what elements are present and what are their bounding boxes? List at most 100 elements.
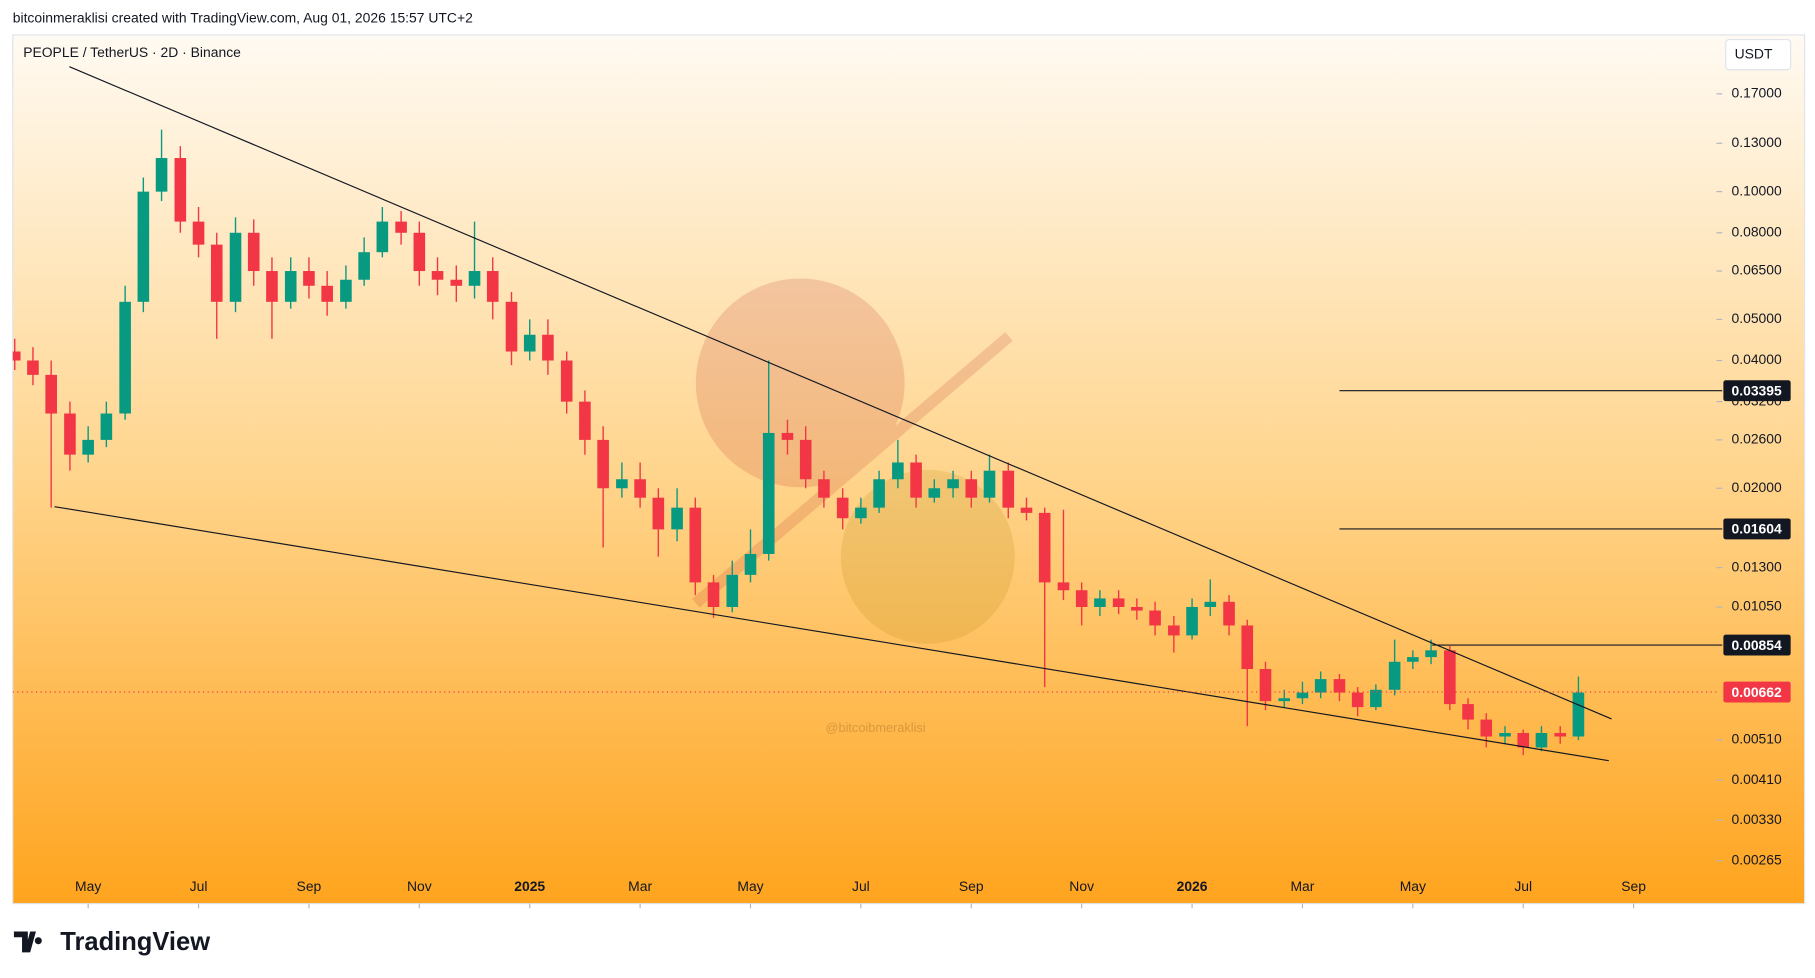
y-tick-label: 0.17000 [1731, 85, 1782, 101]
candle-body [1499, 732, 1511, 737]
candle-body [1572, 692, 1585, 737]
candle-body [247, 232, 260, 272]
plot [12, 66, 1717, 762]
y-tick-label: 0.01300 [1731, 558, 1782, 574]
candle-body [1075, 590, 1088, 607]
candle-body [486, 271, 499, 302]
last-price-box [1723, 681, 1791, 703]
candle-body [358, 252, 370, 280]
x-tick-label: Sep [1621, 878, 1646, 894]
level-label: 0.00854 [1731, 637, 1782, 653]
chart-title: PEOPLE / TetherUS · 2D · Binance [23, 44, 241, 60]
x-tick-label: May [1400, 878, 1426, 894]
candle-body [855, 507, 867, 519]
candle-body [1020, 507, 1033, 513]
candle-body [1094, 598, 1106, 607]
candle-body [947, 479, 959, 489]
candle-body [64, 413, 76, 455]
candle-body [1517, 732, 1530, 748]
candle-body [12, 351, 21, 361]
candle-body [1186, 606, 1198, 636]
candle-body [1038, 512, 1051, 583]
candle-body [340, 279, 352, 302]
candle-body [781, 432, 794, 440]
candle-body [1204, 601, 1217, 607]
candle-body [744, 553, 757, 575]
last-price-label: 0.00662 [1731, 684, 1782, 700]
x-tick-label: Sep [297, 878, 322, 894]
candle-body [652, 497, 665, 530]
candle-body [1314, 679, 1327, 693]
y-tick-label: 0.08000 [1731, 223, 1782, 239]
currency-box[interactable] [1725, 39, 1792, 71]
candle-body [174, 158, 187, 222]
candle-body [266, 271, 278, 302]
candle-body [1131, 606, 1143, 611]
candle-body [1462, 704, 1474, 720]
currency[interactable]: USDT [1735, 45, 1773, 61]
candle-body [27, 360, 39, 375]
candle-body [468, 271, 481, 286]
chart-panel [12, 34, 1806, 905]
candle-body [1554, 732, 1567, 737]
candle-body [910, 462, 922, 498]
y-tick-label: 0.01050 [1731, 598, 1782, 614]
candle-body [928, 488, 941, 498]
candle-body [542, 334, 554, 361]
candle-body [119, 301, 131, 414]
candle-body [1535, 732, 1548, 748]
x-tick-label: Jul [852, 878, 870, 894]
candle-body [155, 158, 168, 192]
candle-body [1296, 692, 1309, 699]
candle-body [100, 413, 113, 440]
candle-body [1112, 598, 1125, 607]
x-tick-label: May [737, 878, 763, 894]
candle-body [376, 221, 389, 253]
candle-body [983, 470, 996, 498]
candle-body [892, 462, 904, 480]
candle-body [1333, 679, 1346, 693]
x-tick-label: Mar [628, 878, 652, 894]
candle-body [395, 221, 407, 233]
candle-body [523, 334, 536, 352]
candle-body [1241, 625, 1254, 670]
candle-body [1168, 625, 1180, 636]
candle-body [1425, 650, 1437, 658]
candle-body [1351, 692, 1364, 708]
candle-body [1370, 689, 1382, 708]
y-tick-label: 0.05000 [1731, 310, 1782, 326]
level-label-box [1723, 518, 1791, 540]
candle-body [689, 507, 702, 583]
candle-body [45, 374, 57, 414]
candle-body [671, 507, 683, 530]
header: bitcoinmeraklisi created with TradingVie… [13, 9, 473, 25]
y-tick-label: 0.02000 [1731, 479, 1782, 495]
candle-body [1057, 582, 1070, 591]
trendline [54, 506, 1609, 762]
candle-body [1149, 610, 1161, 626]
y-tick-label: 0.00330 [1731, 811, 1782, 827]
brand-logo: TradingView [13, 928, 210, 956]
candle-body [1278, 698, 1291, 702]
y-tick-label: 0.06500 [1731, 262, 1782, 278]
candle-body [321, 285, 333, 302]
y-tick-label: 0.13000 [1731, 134, 1782, 150]
candle-body [965, 479, 978, 498]
x-tick-label: Jul [190, 878, 208, 894]
candle-body [579, 401, 591, 440]
level-label-box [1723, 634, 1791, 656]
candle-body [836, 497, 849, 519]
candle-body [818, 479, 830, 498]
y-tick-label: 0.10000 [1731, 182, 1782, 198]
candle-body [616, 479, 628, 489]
y-tick-label: 0.00510 [1731, 731, 1782, 747]
y-tick-label: 0.04000 [1731, 351, 1782, 367]
level-label: 0.01604 [1731, 521, 1782, 537]
candle-body [1388, 661, 1401, 690]
candle-body [799, 439, 812, 480]
level-label: 0.03395 [1731, 383, 1782, 399]
candle-body [413, 232, 426, 272]
candle-body [1259, 669, 1272, 702]
axes: 0.17000 0.13000 0.10000 0.08000 0.06500 0.050… [75, 85, 1791, 909]
